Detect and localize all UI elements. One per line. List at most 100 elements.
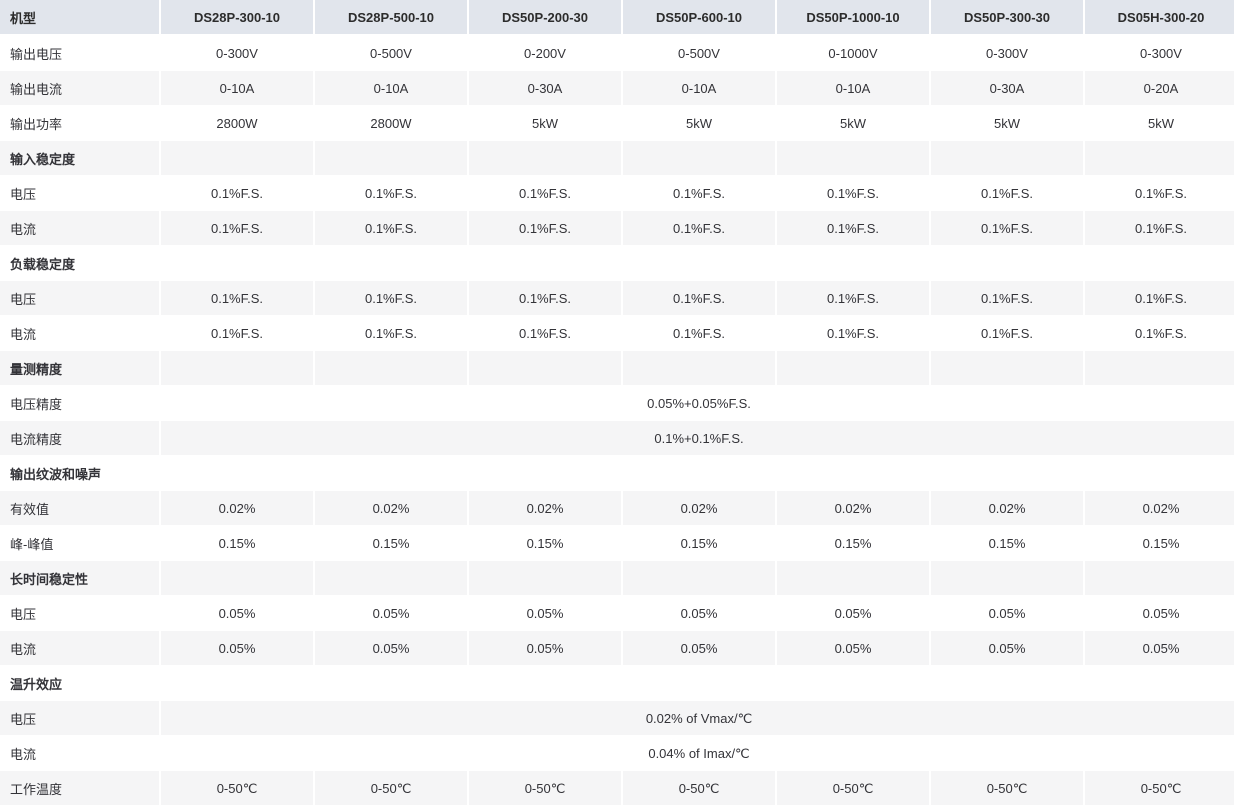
data-cell: 0.1%F.S.: [160, 281, 314, 316]
data-cell: 0-500V: [314, 35, 468, 71]
data-cell: 0.05%: [314, 596, 468, 631]
data-cell: 0.1%F.S.: [468, 211, 622, 246]
data-cell: 0.05%: [622, 596, 776, 631]
data-cell: 0.1%F.S.: [1084, 281, 1234, 316]
data-cell: 0-30A: [930, 71, 1084, 106]
empty-cell: [468, 351, 622, 386]
data-cell: 0.05%: [468, 631, 622, 666]
data-cell: 0.1%F.S.: [314, 316, 468, 351]
empty-cell: [468, 666, 622, 701]
section-row: 温升效应: [0, 666, 1234, 701]
empty-cell: [622, 561, 776, 596]
data-cell: 0.15%: [776, 526, 930, 561]
data-cell: 0.02%: [930, 491, 1084, 526]
empty-cell: [776, 456, 930, 491]
data-cell: 0.1%F.S.: [776, 211, 930, 246]
empty-cell: [930, 141, 1084, 176]
data-cell: 0-1000V: [776, 35, 930, 71]
empty-cell: [314, 561, 468, 596]
section-row: 输出纹波和噪声: [0, 456, 1234, 491]
empty-cell: [314, 246, 468, 281]
spec-table: 机型 DS28P-300-10 DS28P-500-10 DS50P-200-3…: [0, 0, 1234, 806]
data-cell: 0.05%: [776, 596, 930, 631]
data-cell: 0.02%: [468, 491, 622, 526]
data-cell: 0.1%F.S.: [468, 176, 622, 211]
data-cell: 0.1%F.S.: [468, 316, 622, 351]
empty-cell: [160, 141, 314, 176]
row-label: 电压: [0, 176, 160, 211]
data-cell: 0-50℃: [314, 771, 468, 806]
section-row: 量测精度: [0, 351, 1234, 386]
table-row: 电压0.1%F.S.0.1%F.S.0.1%F.S.0.1%F.S.0.1%F.…: [0, 281, 1234, 316]
row-label: 输出纹波和噪声: [0, 456, 160, 491]
spanned-cell: 0.1%+0.1%F.S.: [160, 421, 1234, 456]
empty-cell: [468, 246, 622, 281]
header-model: DS28P-300-10: [160, 0, 314, 35]
row-label: 电压: [0, 281, 160, 316]
row-label: 量测精度: [0, 351, 160, 386]
table-row: 工作温度0-50℃0-50℃0-50℃0-50℃0-50℃0-50℃0-50℃: [0, 771, 1234, 806]
header-model: DS50P-1000-10: [776, 0, 930, 35]
row-label: 输入稳定度: [0, 141, 160, 176]
table-row: 有效值0.02%0.02%0.02%0.02%0.02%0.02%0.02%: [0, 491, 1234, 526]
row-label: 输出电流: [0, 71, 160, 106]
data-cell: 0.1%F.S.: [314, 281, 468, 316]
data-cell: 5kW: [622, 106, 776, 141]
empty-cell: [1084, 456, 1234, 491]
data-cell: 0-50℃: [622, 771, 776, 806]
empty-cell: [930, 456, 1084, 491]
row-label: 电压精度: [0, 386, 160, 421]
section-row: 长时间稳定性: [0, 561, 1234, 596]
data-cell: 0.1%F.S.: [776, 176, 930, 211]
data-cell: 0.1%F.S.: [314, 176, 468, 211]
empty-cell: [1084, 561, 1234, 596]
data-cell: 0.15%: [468, 526, 622, 561]
data-cell: 0.15%: [160, 526, 314, 561]
data-cell: 0.05%: [622, 631, 776, 666]
data-cell: 0-50℃: [776, 771, 930, 806]
data-cell: 0.1%F.S.: [1084, 176, 1234, 211]
data-cell: 5kW: [930, 106, 1084, 141]
empty-cell: [930, 351, 1084, 386]
empty-cell: [1084, 351, 1234, 386]
empty-cell: [468, 561, 622, 596]
table-row: 电流0.04% of Imax/℃: [0, 736, 1234, 771]
data-cell: 0.05%: [1084, 631, 1234, 666]
data-cell: 0.05%: [776, 631, 930, 666]
table-row: 电流0.1%F.S.0.1%F.S.0.1%F.S.0.1%F.S.0.1%F.…: [0, 211, 1234, 246]
table-row: 输出功率2800W2800W5kW5kW5kW5kW5kW: [0, 106, 1234, 141]
row-label: 电流: [0, 736, 160, 771]
header-model: DS28P-500-10: [314, 0, 468, 35]
data-cell: 0.1%F.S.: [468, 281, 622, 316]
row-label: 长时间稳定性: [0, 561, 160, 596]
empty-cell: [468, 141, 622, 176]
row-label: 峰-峰值: [0, 526, 160, 561]
spanned-cell: 0.04% of Imax/℃: [160, 736, 1234, 771]
data-cell: 0.05%: [314, 631, 468, 666]
data-cell: 0.05%: [468, 596, 622, 631]
empty-cell: [160, 246, 314, 281]
data-cell: 5kW: [1084, 106, 1234, 141]
empty-cell: [930, 561, 1084, 596]
empty-cell: [314, 666, 468, 701]
data-cell: 0-10A: [160, 71, 314, 106]
data-cell: 0.15%: [314, 526, 468, 561]
data-cell: 0.1%F.S.: [930, 211, 1084, 246]
data-cell: 0.1%F.S.: [622, 176, 776, 211]
header-model: DS50P-300-30: [930, 0, 1084, 35]
empty-cell: [1084, 666, 1234, 701]
empty-cell: [776, 246, 930, 281]
data-cell: 0-10A: [776, 71, 930, 106]
data-cell: 0-50℃: [468, 771, 622, 806]
data-cell: 0.1%F.S.: [622, 211, 776, 246]
data-cell: 0.1%F.S.: [622, 316, 776, 351]
data-cell: 0.02%: [160, 491, 314, 526]
empty-cell: [622, 141, 776, 176]
data-cell: 0.1%F.S.: [314, 211, 468, 246]
table-row: 电流0.05%0.05%0.05%0.05%0.05%0.05%0.05%: [0, 631, 1234, 666]
data-cell: 0-50℃: [1084, 771, 1234, 806]
data-cell: 0-30A: [468, 71, 622, 106]
empty-cell: [776, 141, 930, 176]
empty-cell: [160, 456, 314, 491]
data-cell: 0.05%: [160, 596, 314, 631]
